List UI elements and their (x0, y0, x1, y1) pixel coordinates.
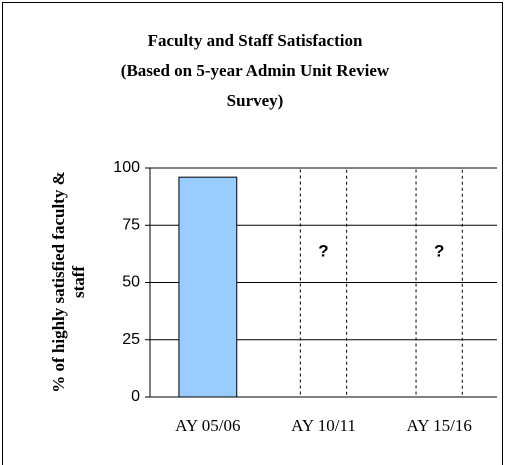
chart-title: (Based on 5-year Admin Unit Review (121, 61, 390, 80)
chart-title: Survey) (227, 91, 284, 110)
y-axis-label: % of highly satisfied faculty & staff (49, 171, 88, 392)
y-axis-label-line: % of highly satisfied faculty & (49, 171, 68, 392)
value-label: ? (318, 241, 328, 260)
y-tick-label: 0 (131, 388, 140, 405)
x-tick-label: AY 05/06 (175, 416, 240, 435)
bar (178, 176, 238, 398)
y-tick-label: 50 (122, 274, 140, 291)
y-tick-label: 75 (122, 216, 140, 233)
chart-title: Faculty and Staff Satisfaction (148, 31, 363, 50)
x-tick-label: AY 15/16 (406, 416, 471, 435)
x-tick-label: AY 10/11 (291, 416, 356, 435)
y-axis-label-line: staff (69, 266, 88, 298)
y-tick-label: 100 (113, 159, 140, 176)
value-label: ? (434, 241, 444, 260)
y-tick-label: 25 (122, 331, 140, 348)
